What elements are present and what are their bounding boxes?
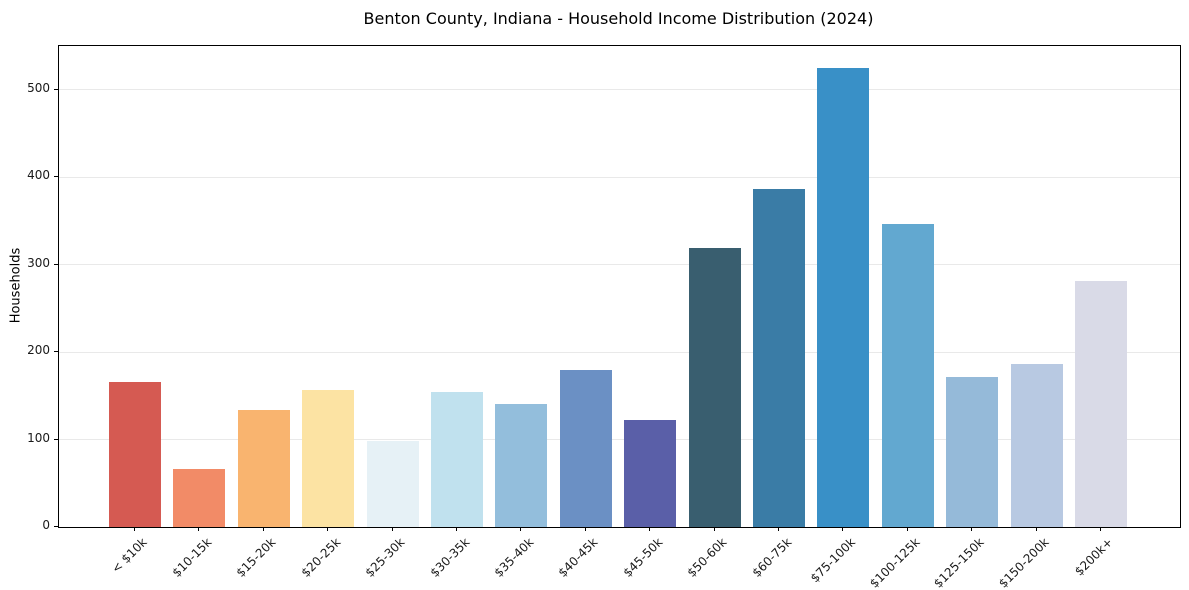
income-bar-15 [1010, 364, 1063, 527]
x-tick-mark [520, 527, 522, 531]
gridline-y-300 [59, 264, 1180, 266]
income-bar-10 [688, 248, 741, 527]
x-tick-mark [198, 527, 200, 531]
x-tick-label: $40-45k [555, 535, 601, 580]
x-tick-mark [649, 527, 651, 531]
x-tick-label: < $10k [109, 535, 150, 576]
x-tick-label: $35-40k [491, 535, 537, 580]
y-tick-mark [54, 526, 58, 527]
y-axis-label: Households [8, 247, 24, 324]
x-tick-label: $30-35k [427, 535, 472, 580]
gridline-y-100 [59, 439, 1180, 441]
x-tick-label: $150-200k [995, 535, 1052, 590]
x-tick-mark [134, 527, 135, 531]
x-tick-mark [1100, 527, 1101, 531]
gridline-y-200 [59, 351, 1180, 353]
x-tick-label: $20-25k [298, 535, 344, 580]
income-bar-6 [431, 392, 483, 527]
x-tick-mark [391, 527, 393, 531]
y-tick-label: 300 [27, 255, 50, 270]
x-tick-label: $25-30k [362, 535, 408, 580]
x-tick-mark [971, 527, 973, 531]
x-tick-label: $60-75k [749, 535, 794, 580]
y-tick-label: 500 [27, 80, 50, 95]
y-tick-label: 200 [27, 343, 50, 358]
plot-area [58, 45, 1181, 528]
x-tick-label: $15-20k [233, 535, 279, 580]
y-tick-mark [54, 263, 58, 265]
income-bar-2 [173, 469, 226, 527]
y-tick-mark [54, 176, 58, 178]
income-bar-9 [624, 420, 677, 527]
y-tick-label: 0 [42, 518, 50, 532]
income-bar-1 [109, 381, 161, 527]
y-tick-mark [54, 351, 58, 353]
y-tick-mark [54, 88, 58, 90]
x-tick-mark [262, 527, 264, 531]
income-bar-13 [881, 223, 934, 527]
y-tick-mark [54, 438, 58, 440]
income-bar-8 [559, 370, 612, 527]
x-tick-label: $10-15k [169, 535, 215, 580]
x-tick-mark [327, 527, 329, 531]
income-bar-12 [817, 67, 870, 527]
x-tick-mark [584, 527, 586, 531]
chart-title: Benton County, Indiana - Household Incom… [363, 9, 874, 28]
gridline-y-400 [59, 176, 1180, 178]
x-tick-mark [713, 527, 715, 531]
x-tick-label: $50-60k [684, 535, 730, 580]
y-tick-label: 100 [27, 430, 50, 445]
x-tick-mark [842, 527, 844, 531]
income-bar-16 [1075, 281, 1127, 527]
x-tick-mark [778, 527, 779, 531]
x-tick-mark [1035, 527, 1037, 531]
income-bar-3 [237, 409, 290, 527]
x-tick-label: $200k+ [1072, 535, 1116, 579]
y-tick-label: 400 [27, 168, 50, 183]
x-tick-label: $45-50k [620, 535, 666, 580]
income-bar-7 [495, 403, 548, 527]
x-tick-label: $75-100k [808, 535, 859, 586]
gridline-y-500 [59, 89, 1180, 91]
income-bar-5 [366, 441, 419, 527]
x-tick-mark [456, 527, 457, 531]
income-bar-4 [302, 389, 355, 527]
income-bar-14 [946, 377, 999, 527]
x-tick-label: $100-125k [867, 535, 923, 590]
x-tick-label: $125-150k [931, 535, 988, 590]
x-tick-mark [906, 527, 908, 531]
income-bar-11 [753, 189, 805, 527]
